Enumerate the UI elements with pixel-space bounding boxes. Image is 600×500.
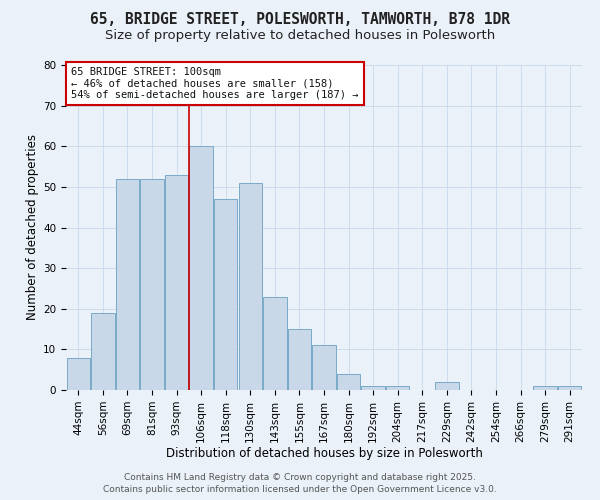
Text: 65, BRIDGE STREET, POLESWORTH, TAMWORTH, B78 1DR: 65, BRIDGE STREET, POLESWORTH, TAMWORTH,… — [90, 12, 510, 28]
Bar — [313, 346, 335, 390]
Bar — [165, 174, 188, 390]
Bar — [214, 199, 238, 390]
Bar — [435, 382, 458, 390]
Y-axis label: Number of detached properties: Number of detached properties — [26, 134, 39, 320]
Bar — [288, 329, 311, 390]
Bar — [337, 374, 360, 390]
Bar — [533, 386, 557, 390]
Bar — [239, 183, 262, 390]
Text: 65 BRIDGE STREET: 100sqm
← 46% of detached houses are smaller (158)
54% of semi-: 65 BRIDGE STREET: 100sqm ← 46% of detach… — [71, 67, 358, 100]
Bar — [386, 386, 409, 390]
Bar — [190, 146, 213, 390]
Text: Contains HM Land Registry data © Crown copyright and database right 2025.: Contains HM Land Registry data © Crown c… — [124, 473, 476, 482]
Bar — [67, 358, 90, 390]
Bar — [91, 313, 115, 390]
Bar — [116, 179, 139, 390]
X-axis label: Distribution of detached houses by size in Polesworth: Distribution of detached houses by size … — [166, 448, 482, 460]
Text: Contains public sector information licensed under the Open Government Licence v3: Contains public sector information licen… — [103, 484, 497, 494]
Bar — [361, 386, 385, 390]
Text: Size of property relative to detached houses in Polesworth: Size of property relative to detached ho… — [105, 28, 495, 42]
Bar — [140, 179, 164, 390]
Bar — [263, 296, 287, 390]
Bar — [558, 386, 581, 390]
